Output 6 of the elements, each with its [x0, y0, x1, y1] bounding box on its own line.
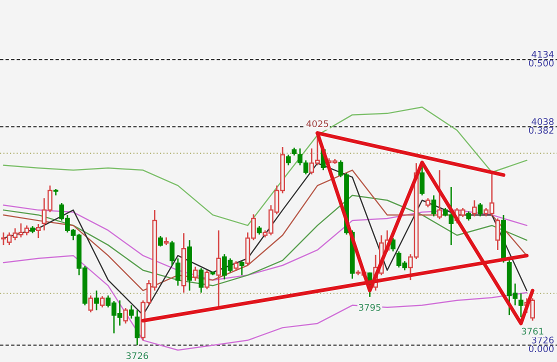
annotation: 3795: [358, 304, 380, 311]
ref-line-label: 4134 0.500: [528, 50, 554, 67]
annotation: 4025: [306, 120, 328, 128]
ref-line-label: 4038 0.382: [528, 118, 554, 134]
annotation: 3726: [126, 352, 148, 360]
annotation: 3761: [522, 328, 544, 335]
